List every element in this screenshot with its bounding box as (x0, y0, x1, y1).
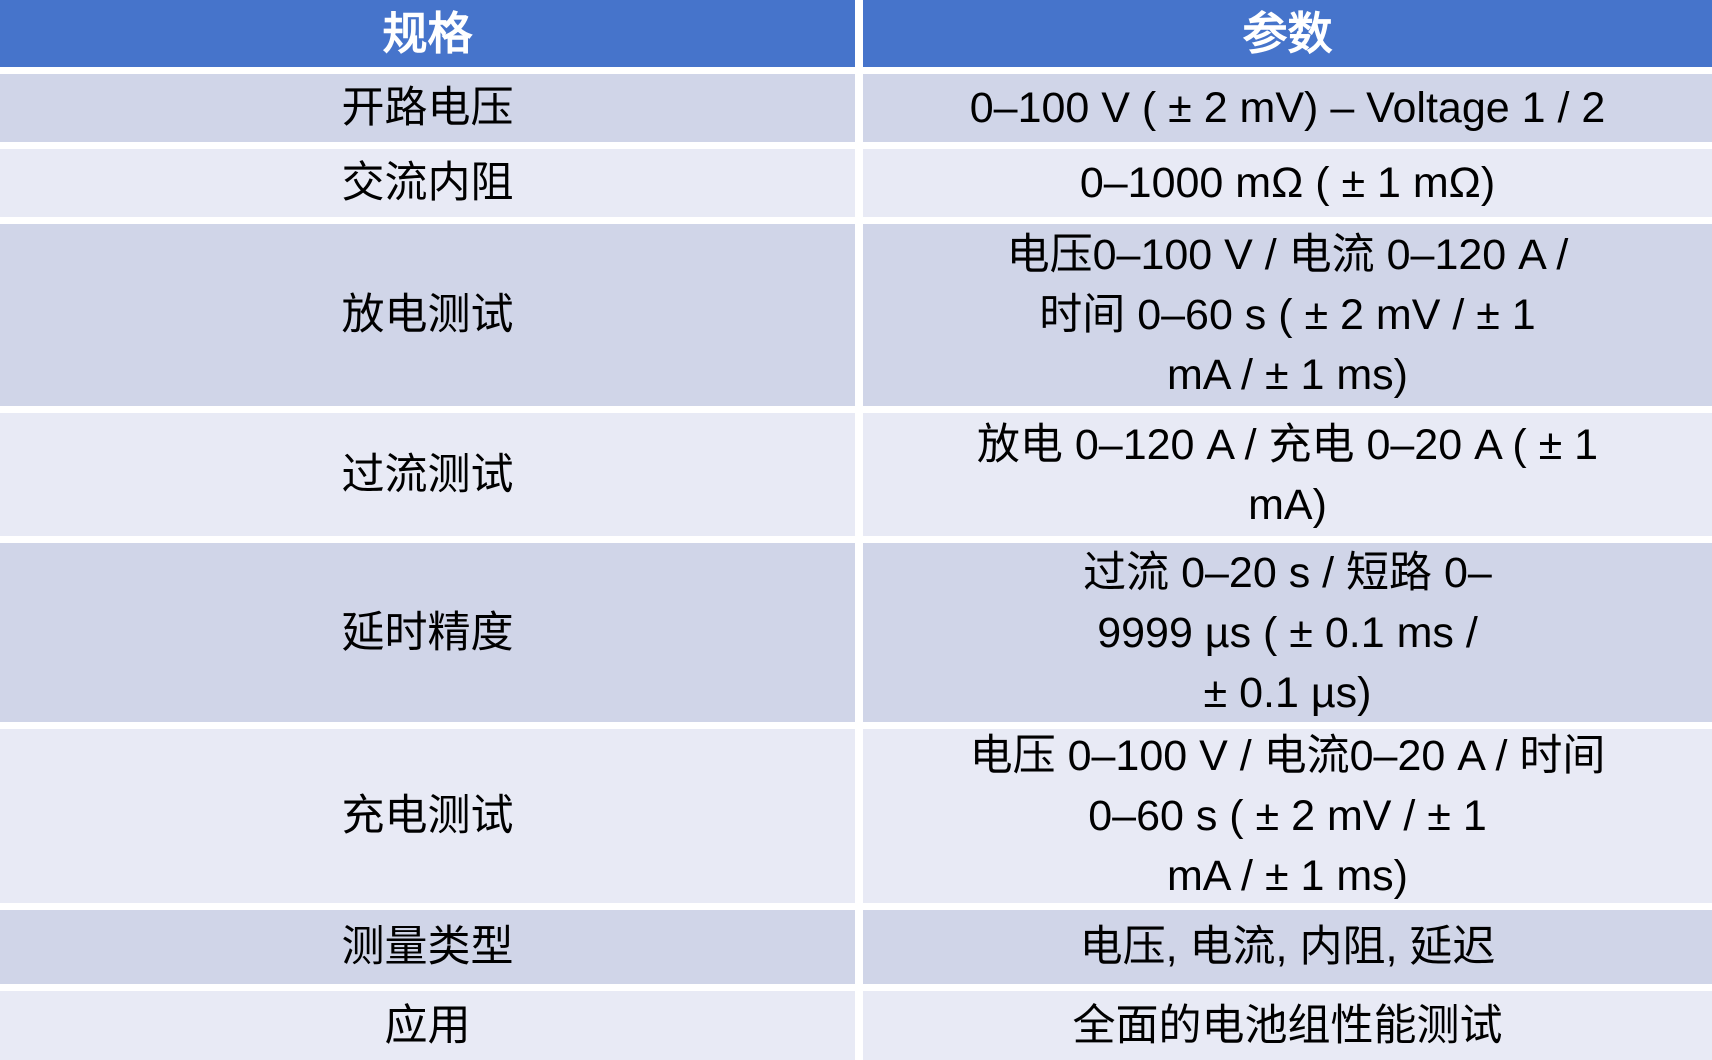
param-cell: 电压, 电流, 内阻, 延迟 (863, 910, 1712, 984)
table-row: 交流内阻 0–1000 mΩ ( ± 1 mΩ) (0, 149, 1712, 217)
param-cell: 0–1000 mΩ ( ± 1 mΩ) (863, 149, 1712, 217)
spec-cell: 充电测试 (0, 729, 855, 903)
table-row: 延时精度 过流 0–20 s / 短路 0– 9999 µs ( ± 0.1 m… (0, 543, 1712, 722)
table-row: 开路电压 0–100 V ( ± 2 mV) – Voltage 1 / 2 (0, 74, 1712, 142)
spec-cell: 交流内阻 (0, 149, 855, 217)
param-cell: 0–100 V ( ± 2 mV) – Voltage 1 / 2 (863, 74, 1712, 142)
table-row: 放电测试 电压0–100 V / 电流 0–120 A / 时间 0–60 s … (0, 224, 1712, 406)
spec-cell: 开路电压 (0, 74, 855, 142)
table-row: 测量类型 电压, 电流, 内阻, 延迟 (0, 910, 1712, 984)
param-cell: 过流 0–20 s / 短路 0– 9999 µs ( ± 0.1 ms / ±… (863, 543, 1712, 722)
column-header-spec: 规格 (0, 0, 855, 67)
table-row: 应用 全面的电池组性能测试 (0, 991, 1712, 1060)
spec-cell: 过流测试 (0, 413, 855, 536)
table-row: 充电测试 电压 0–100 V / 电流0–20 A / 时间 0–60 s (… (0, 729, 1712, 903)
spec-cell: 延时精度 (0, 543, 855, 722)
param-cell: 放电 0–120 A / 充电 0–20 A ( ± 1 mA) (863, 413, 1712, 536)
table-header-row: 规格 参数 (0, 0, 1712, 67)
spec-cell: 测量类型 (0, 910, 855, 984)
table-row: 过流测试 放电 0–120 A / 充电 0–20 A ( ± 1 mA) (0, 413, 1712, 536)
param-cell: 电压0–100 V / 电流 0–120 A / 时间 0–60 s ( ± 2… (863, 224, 1712, 406)
spec-cell: 应用 (0, 991, 855, 1060)
param-cell: 电压 0–100 V / 电流0–20 A / 时间 0–60 s ( ± 2 … (863, 729, 1712, 903)
param-cell: 全面的电池组性能测试 (863, 991, 1712, 1060)
spec-cell: 放电测试 (0, 224, 855, 406)
column-header-param: 参数 (863, 0, 1712, 67)
